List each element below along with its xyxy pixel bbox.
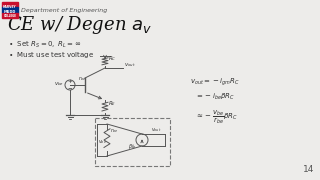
Text: $\bullet$  Must use test voltage: $\bullet$ Must use test voltage <box>8 50 94 60</box>
Text: CE w/ Degen $a_v$: CE w/ Degen $a_v$ <box>7 14 152 36</box>
Text: MUDD: MUDD <box>4 10 16 14</box>
Bar <box>2 7 18 13</box>
Bar <box>2 13 18 18</box>
Text: COLLEGE: COLLEGE <box>4 14 17 18</box>
Text: $v_{be}$: $v_{be}$ <box>98 138 107 146</box>
Text: $\bullet$  Set $R_S = 0,\ R_L = \infty$: $\bullet$ Set $R_S = 0,\ R_L = \infty$ <box>8 40 81 50</box>
Text: $v_{out}$: $v_{out}$ <box>124 61 136 69</box>
Text: $r_{be}$: $r_{be}$ <box>110 126 118 135</box>
Text: $v_{be}$: $v_{be}$ <box>54 80 64 88</box>
Text: 14: 14 <box>303 165 314 174</box>
Text: HARVEY: HARVEY <box>3 4 17 8</box>
Text: $R_E$: $R_E$ <box>108 99 116 108</box>
Bar <box>2 2 18 7</box>
Bar <box>95 118 170 166</box>
Text: −: − <box>67 85 72 90</box>
Text: $\approx -\dfrac{v_{be}}{r_{be}}\beta R_C$: $\approx -\dfrac{v_{be}}{r_{be}}\beta R_… <box>195 108 238 126</box>
Text: $v_{out} = -i_{gm}R_C$: $v_{out} = -i_{gm}R_C$ <box>190 76 240 87</box>
Text: $v_{out}$: $v_{out}$ <box>151 126 162 134</box>
Text: $\beta i_b$: $\beta i_b$ <box>128 142 136 151</box>
Text: $r_{be}$: $r_{be}$ <box>78 74 86 83</box>
Text: Department of Engineering: Department of Engineering <box>21 8 107 13</box>
Text: $R_C$: $R_C$ <box>108 54 116 63</box>
Text: $= -i_{be}\beta R_C$: $= -i_{be}\beta R_C$ <box>195 92 235 102</box>
Text: +: + <box>67 79 72 84</box>
